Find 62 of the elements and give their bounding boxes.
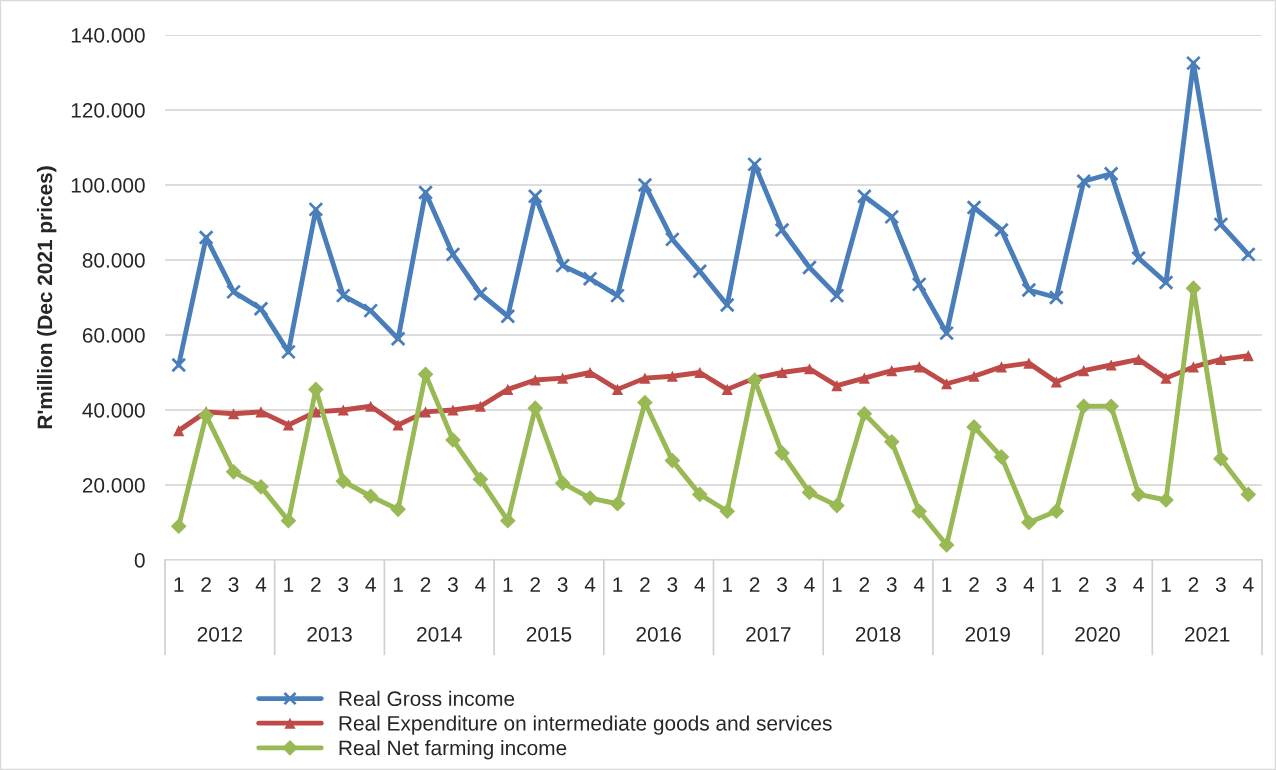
x-tick-label: 1: [284, 577, 294, 592]
text: 2017: [746, 626, 791, 642]
x-tick-label: 3: [447, 577, 458, 592]
text: 2016: [636, 626, 681, 642]
x-tick-label: 2: [530, 577, 540, 592]
text: 2019: [965, 626, 1010, 642]
x-tick-label: 2: [311, 577, 321, 592]
x-tick-label: 4: [804, 577, 815, 592]
y-axis-title: R'million (Dec 2021 prices): [36, 166, 57, 429]
x-tick-label: 4: [255, 577, 267, 592]
text: 2018: [855, 626, 901, 642]
x-tick-label: 4: [365, 577, 376, 592]
x-tick-label: 1: [1052, 577, 1062, 592]
x-tick-label: 2: [201, 577, 211, 592]
x-tick-label: 1: [503, 577, 513, 592]
y-tick-label: 100.000: [71, 178, 145, 193]
x-tick-label: 3: [886, 577, 897, 592]
legend-label: Real Expenditure on intermediate goods and services: [339, 715, 832, 735]
legend-label: Real Net farming income: [339, 740, 567, 760]
y-tick-label: 20.000: [82, 478, 145, 493]
y-tick-label: 120.000: [71, 103, 145, 118]
x-tick-label: 4: [475, 577, 486, 592]
y-tick-label: 0: [134, 553, 145, 568]
x-tick-label: 2: [1078, 577, 1089, 592]
text: 2012: [197, 626, 242, 642]
x-tick-label: 2: [969, 577, 979, 592]
x-tick-label: 1: [1161, 577, 1171, 592]
x-tick-label: 4: [1023, 577, 1035, 592]
y-tick-label: 140.000: [71, 28, 145, 43]
x-tick-label: 3: [228, 577, 239, 592]
x-tick-label: 3: [777, 577, 787, 592]
y-tick-label: 60.000: [82, 328, 145, 343]
x-tick-label: 3: [557, 577, 568, 592]
x-tick-label: 1: [832, 577, 842, 592]
x-tick-label: 3: [1215, 577, 1226, 592]
y-tick-label: 80.000: [82, 253, 145, 268]
y-tick-label: 40.000: [82, 403, 145, 418]
x-tick-label: 2: [749, 577, 760, 592]
text: 2021: [1185, 626, 1230, 642]
x-tick-label: 3: [1106, 577, 1117, 592]
x-tick-label: 4: [1242, 577, 1254, 592]
x-tick-label: 2: [420, 577, 431, 592]
x-tick-label: 4: [913, 577, 925, 592]
x-tick-label: 3: [667, 577, 678, 592]
x-tick-label: 4: [694, 577, 705, 592]
text: 2013: [307, 626, 352, 642]
x-tick-label: 1: [393, 577, 403, 592]
x-tick-label: 3: [338, 577, 349, 592]
x-tick-label: 1: [174, 577, 184, 592]
x-tick-label: 4: [1133, 577, 1144, 592]
x-tick-label: 2: [640, 577, 650, 592]
legend-label: Real Gross income: [339, 690, 515, 707]
x-tick-label: 1: [723, 577, 732, 592]
x-tick-label: 2: [859, 577, 870, 592]
x-tick-label: 1: [942, 577, 952, 592]
text: 2014: [417, 626, 462, 642]
x-tick-label: 2: [1188, 577, 1199, 592]
text: 2020: [1075, 626, 1120, 642]
text: 2015: [526, 626, 572, 642]
x-tick-label: 3: [996, 577, 1007, 592]
x-tick-label: 1: [613, 577, 623, 592]
x-tick-label: 4: [584, 577, 596, 592]
